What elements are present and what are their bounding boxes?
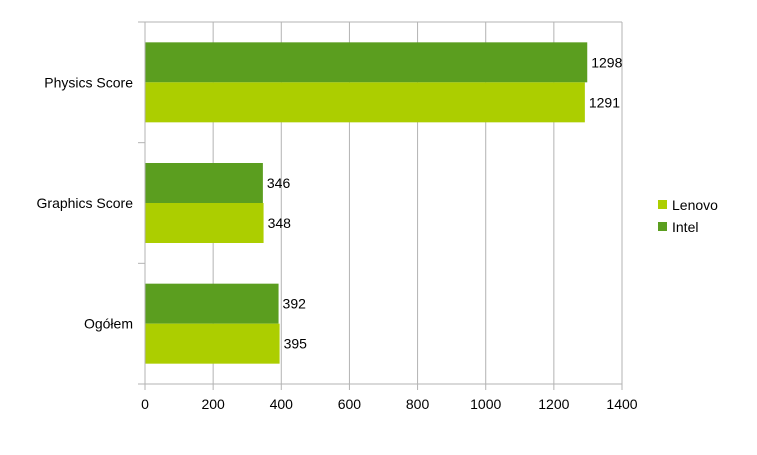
legend-swatch-lenovo <box>658 200 667 209</box>
legend-label-lenovo: Lenovo <box>672 197 718 213</box>
data-label: 346 <box>267 175 291 191</box>
data-label: 395 <box>284 336 308 352</box>
x-tick-label: 1400 <box>606 396 637 412</box>
data-label: 392 <box>283 296 307 312</box>
x-tick-label: 800 <box>406 396 430 412</box>
bar-intel <box>145 163 263 203</box>
labels: 1298 1291 Physics Score 346 348 Graphics Scor… <box>37 54 638 412</box>
data-label: 1298 <box>591 54 622 70</box>
bar-lenovo <box>145 323 280 364</box>
x-tick-label: 1000 <box>470 396 501 412</box>
x-tick-label: 200 <box>201 396 225 412</box>
category-label: Ogółem <box>84 316 133 332</box>
x-tick-label: 1200 <box>538 396 569 412</box>
data-label: 348 <box>268 215 292 231</box>
bar-lenovo <box>145 82 585 123</box>
category-label: Graphics Score <box>37 195 134 211</box>
x-tick-label: 600 <box>338 396 362 412</box>
legend-swatch-intel <box>658 222 667 231</box>
bar-intel <box>145 283 279 324</box>
x-tick-label: 0 <box>141 396 149 412</box>
category-label: Physics Score <box>44 74 133 90</box>
legend: Lenovo Intel <box>658 197 718 235</box>
bar-intel <box>145 42 588 83</box>
legend-label-intel: Intel <box>672 219 698 235</box>
x-tick-label: 400 <box>270 396 294 412</box>
bars <box>145 42 588 364</box>
axes <box>138 21 623 390</box>
data-label: 1291 <box>589 94 620 110</box>
bar-lenovo <box>145 203 264 243</box>
